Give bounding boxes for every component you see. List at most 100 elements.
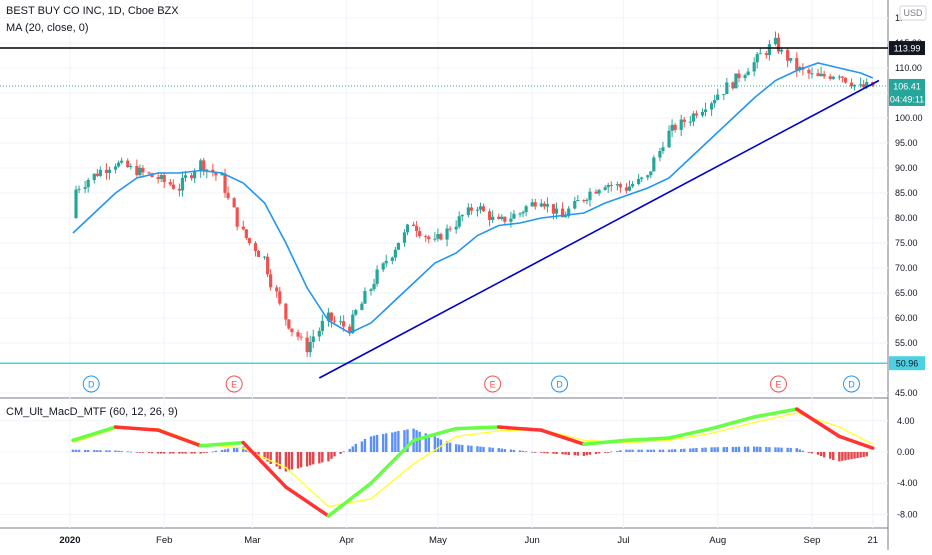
histogram-bar <box>597 452 601 454</box>
moving-average-series <box>72 62 874 334</box>
candle-body <box>308 342 312 353</box>
histogram-bar <box>789 447 792 452</box>
histogram-bar <box>211 451 215 453</box>
histogram-bar <box>138 452 142 453</box>
currency-button[interactable] <box>899 5 927 21</box>
candle-body <box>159 174 163 179</box>
price-badge <box>889 78 925 93</box>
histogram-bar <box>330 452 333 459</box>
candle-body <box>372 283 376 290</box>
macd-segment <box>326 481 373 518</box>
histogram-bar <box>178 452 181 454</box>
time-tick-label: Jun <box>525 535 540 546</box>
price-tick-label: 80.00 <box>895 213 918 223</box>
histogram-bar <box>491 447 494 452</box>
candle-body <box>92 173 96 180</box>
candle-body <box>810 73 814 75</box>
histogram-bar <box>190 452 193 454</box>
macd-segment <box>667 426 714 440</box>
histogram-bar <box>588 452 592 455</box>
histogram-bar <box>841 452 844 461</box>
histogram-bar <box>348 448 351 452</box>
macd-segment <box>454 425 501 431</box>
candle-body <box>86 179 90 188</box>
histogram-bar <box>534 452 537 453</box>
candle-body <box>682 119 686 122</box>
candle-body <box>138 167 142 176</box>
price-badges: 113.99 106.41 04:49:11 50.96 <box>889 41 925 371</box>
candle-body <box>667 130 671 148</box>
histogram-bar <box>816 452 820 455</box>
histogram-bar <box>680 448 683 452</box>
candle-body <box>256 250 261 257</box>
price-tick-label: 60.00 <box>895 313 918 323</box>
currency-label: USD <box>903 8 923 18</box>
histogram-bar <box>637 449 640 452</box>
candle-body <box>445 228 449 240</box>
time-tick-label: May <box>429 535 447 546</box>
macd-segment <box>752 407 799 419</box>
candle-body <box>710 103 714 110</box>
candle-body <box>117 162 121 167</box>
histogram-bar <box>193 452 196 454</box>
candle-body <box>509 218 513 222</box>
histogram-bar <box>391 432 394 452</box>
histogram-bar <box>74 449 78 452</box>
histogram-bar <box>640 449 643 452</box>
indicator-legend[interactable]: MA (20, close, 0) <box>6 22 89 34</box>
candle-body <box>469 207 473 211</box>
candle-body <box>457 216 461 227</box>
histogram-bar <box>488 447 491 452</box>
candle-body <box>573 201 577 209</box>
histogram-bar <box>862 452 865 457</box>
candle-body <box>107 169 112 173</box>
histogram-bar <box>603 452 607 453</box>
candle-body <box>518 213 522 215</box>
candle-body <box>603 187 607 190</box>
candle-body <box>247 238 251 244</box>
candle-body <box>828 76 832 79</box>
histogram-bar <box>594 452 598 455</box>
time-axis[interactable]: 2020 Feb Mar Apr May Jun Jul Aug Sep 21 <box>59 535 878 546</box>
price-tick-label: 110.00 <box>895 63 922 73</box>
histogram-bar <box>503 449 507 452</box>
candle-body <box>156 177 160 179</box>
histogram-bar <box>807 452 811 453</box>
candle-body <box>488 211 492 220</box>
drawing-levels[interactable] <box>0 47 888 379</box>
histogram-bar <box>530 451 534 453</box>
candle-body <box>773 37 778 45</box>
histogram-bar <box>737 446 741 452</box>
event-label: D <box>88 380 95 390</box>
time-tick-label: Sep <box>804 535 821 546</box>
ma-line <box>72 62 874 334</box>
candle-body <box>171 184 175 189</box>
histogram-bar <box>704 447 707 452</box>
histogram-bar <box>96 450 99 452</box>
histogram-bar <box>673 449 677 452</box>
price-axis[interactable]: 1.115.00110.00105.00100.0095.0090.0085.0… <box>895 13 923 398</box>
histogram-bar <box>521 450 525 452</box>
oscillator-tick-label: -4.00 <box>897 478 918 488</box>
candle-body <box>369 289 373 291</box>
candle-body <box>360 303 364 311</box>
chart-title[interactable]: BEST BUY CO INC, 1D, Cboe BZX <box>6 5 179 17</box>
histogram-bar <box>734 446 738 452</box>
candle-body <box>177 188 182 191</box>
candle-body <box>776 37 781 52</box>
candle-body <box>396 242 400 250</box>
oscillator-axis[interactable]: 4.00 0.00 -4.00 -8.00 <box>897 416 918 520</box>
candle-body <box>189 175 194 179</box>
histogram-bar <box>546 452 549 454</box>
candle-body <box>582 200 586 202</box>
histogram-bar <box>786 447 789 452</box>
macd-segment <box>156 428 203 448</box>
oscillator-legend[interactable]: CM_Ult_MacD_MTF (60, 12, 26, 9) <box>6 406 178 418</box>
price-tick-label: 45.00 <box>895 388 918 398</box>
candle-body <box>840 76 844 78</box>
histogram-bar <box>692 448 695 452</box>
candle-body <box>193 171 197 179</box>
macd-segment <box>284 485 331 518</box>
